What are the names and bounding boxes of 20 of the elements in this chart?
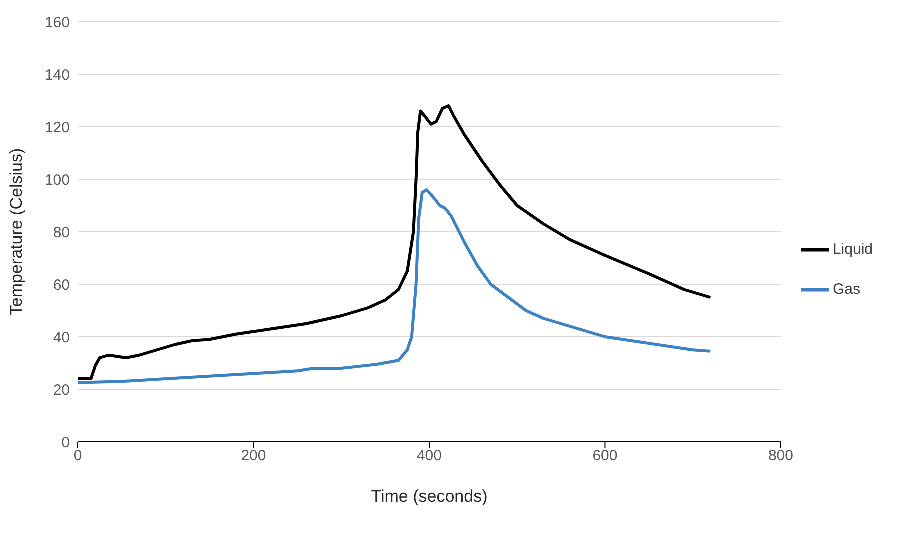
x-tick-label: 800 [768,448,794,465]
y-tick-label: 160 [44,14,70,32]
y-tick-label: 100 [44,172,70,189]
y-tick-label: 60 [53,276,70,294]
legend-label: Gas [832,281,860,298]
line-series [78,188,712,384]
x-tick-label: 0 [74,448,82,465]
legend-label: Liquid [832,241,873,258]
x-tick-label: 600 [592,448,618,465]
y-tick-label: 120 [44,119,70,136]
x-tick-label: 400 [416,448,442,465]
y-tick-label: 80 [53,224,70,242]
y-tick-label: 20 [53,382,70,399]
y-tick-label: 0 [62,434,70,452]
x-axis-title: Time (seconds) [371,487,488,506]
y-axis-title: Temperature (Celsius) [7,148,26,316]
line-series [78,104,712,380]
y-tick-label: 40 [53,329,70,346]
y-tick-label: 140 [44,66,70,84]
x-tick-label: 200 [241,448,266,465]
